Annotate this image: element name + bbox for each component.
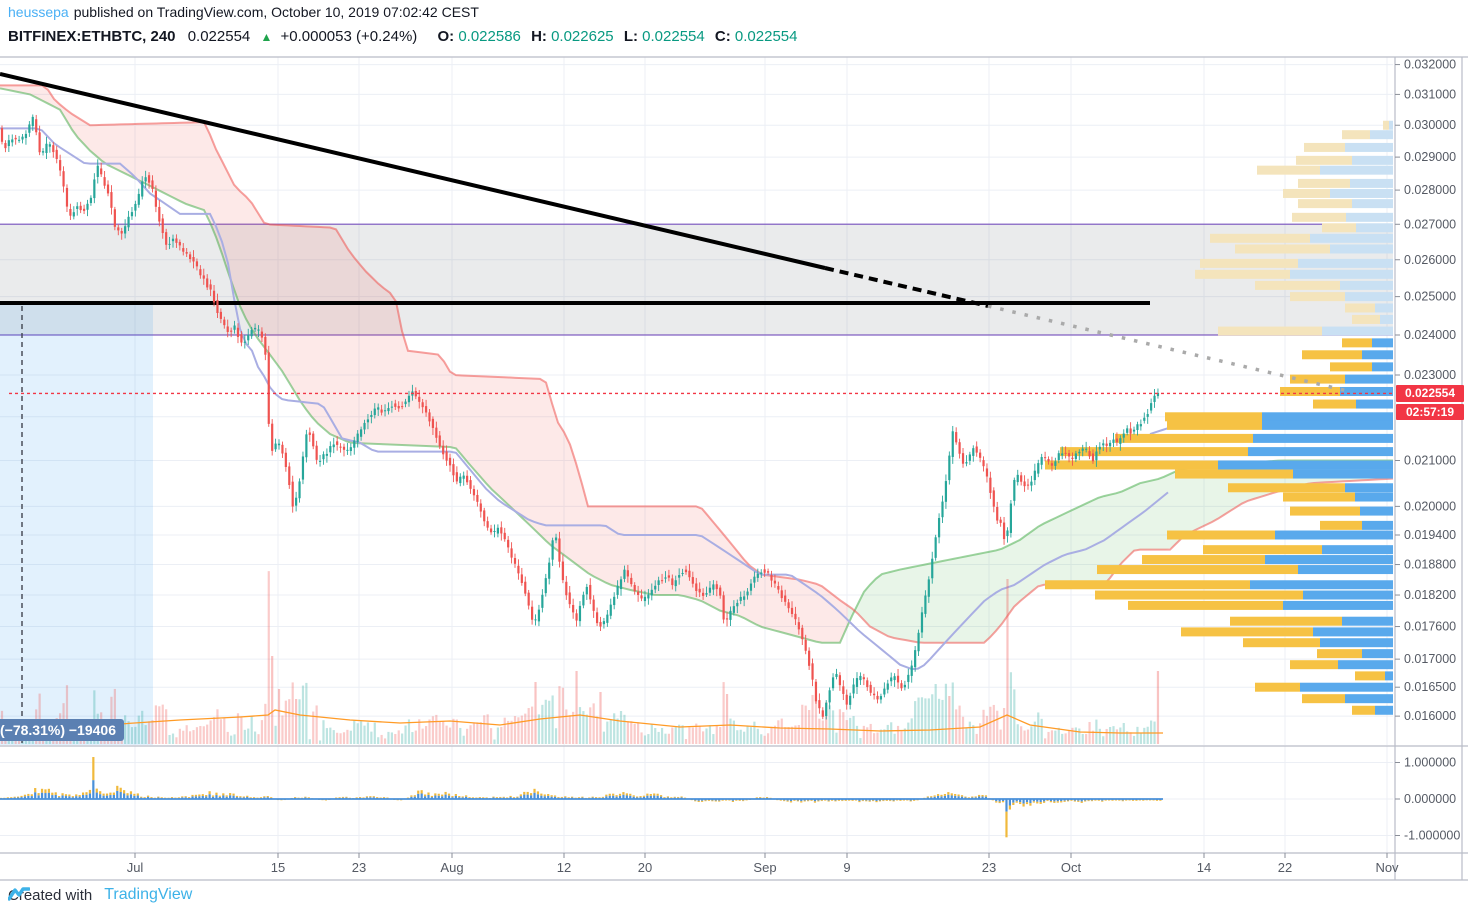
publish-line: heussepa published on TradingView.com, Oc… xyxy=(8,4,479,20)
descending-trendline-dashed xyxy=(824,266,989,308)
svg-text:0.023000: 0.023000 xyxy=(1404,368,1456,382)
kijun-line xyxy=(0,127,1169,671)
svg-text:0.029000: 0.029000 xyxy=(1404,150,1456,164)
highlight-region-blue xyxy=(0,305,153,745)
svg-text:1.000000: 1.000000 xyxy=(1404,756,1456,770)
svg-text:0.018200: 0.018200 xyxy=(1404,588,1456,602)
svg-text:14: 14 xyxy=(1197,860,1211,875)
svg-text:0.021000: 0.021000 xyxy=(1404,454,1456,468)
open-value: 0.022586 xyxy=(458,28,521,45)
volume-bars-layer xyxy=(0,571,1160,744)
close-value: 0.022554 xyxy=(734,28,798,45)
created-with-text: Created with xyxy=(8,886,93,904)
svg-text:Oct: Oct xyxy=(1061,860,1082,875)
price-change: +0.000053 (+0.24%) xyxy=(280,28,418,45)
ichimoku-cloud-bullish xyxy=(848,460,1393,643)
svg-text:0.026000: 0.026000 xyxy=(1404,253,1456,267)
svg-text:0.017600: 0.017600 xyxy=(1404,620,1456,634)
svg-text:0.020000: 0.020000 xyxy=(1404,499,1456,513)
close-label: C: xyxy=(714,28,731,45)
publish-text: published on TradingView.com, October 10… xyxy=(73,4,479,20)
svg-text:0.016500: 0.016500 xyxy=(1404,680,1456,694)
footer-attribution: Created with TradingView xyxy=(8,886,192,904)
svg-text:20: 20 xyxy=(638,860,652,875)
up-triangle-icon: ▲ xyxy=(260,30,273,44)
svg-text:12: 12 xyxy=(557,860,571,875)
svg-text:0.028000: 0.028000 xyxy=(1404,183,1456,197)
svg-text:0.030000: 0.030000 xyxy=(1404,118,1456,132)
svg-text:0.000000: 0.000000 xyxy=(1404,792,1456,806)
svg-text:0.019400: 0.019400 xyxy=(1404,528,1456,542)
volume-ma-line xyxy=(0,709,1163,734)
symbol-ohlc-row: BITFINEX:ETHBTC, 240 0.022554 ▲ +0.00005… xyxy=(8,28,797,45)
svg-text:0.032000: 0.032000 xyxy=(1404,58,1456,72)
svg-text:0.018800: 0.018800 xyxy=(1404,558,1456,572)
tradingview-brand-text[interactable]: TradingView xyxy=(104,886,193,903)
measure-label-badge: (−78.31%) −19406 xyxy=(0,719,124,741)
svg-text:0.025000: 0.025000 xyxy=(1404,290,1456,304)
volume-profile-layer xyxy=(1045,120,1393,715)
current-price-badge: 0.022554 xyxy=(1396,385,1464,402)
symbol-title[interactable]: BITFINEX:ETHBTC, 240 xyxy=(8,28,176,45)
svg-text:9: 9 xyxy=(843,860,850,875)
oscillator-histogram-layer xyxy=(0,757,1162,838)
svg-text:0.016000: 0.016000 xyxy=(1404,709,1456,723)
low-label: L: xyxy=(623,28,638,45)
svg-text:0.031000: 0.031000 xyxy=(1404,87,1456,101)
svg-text:23: 23 xyxy=(352,860,366,875)
svg-text:0.017000: 0.017000 xyxy=(1404,652,1456,666)
open-label: O: xyxy=(437,28,455,45)
resistance-zone-band xyxy=(0,224,1393,335)
svg-text:Aug: Aug xyxy=(440,860,463,875)
svg-text:0.024000: 0.024000 xyxy=(1404,328,1456,342)
price-axis-labels: 0.032000 0.031000 0.030000 0.029000 0.028000… xyxy=(1395,58,1460,843)
svg-text:-1.000000: -1.000000 xyxy=(1404,829,1460,843)
svg-text:22: 22 xyxy=(1278,860,1292,875)
svg-text:Jul: Jul xyxy=(127,860,144,875)
username-link[interactable]: heussepa xyxy=(8,4,69,20)
bar-countdown-badge: 02:57:19 xyxy=(1396,404,1464,420)
high-value: 0.022625 xyxy=(551,28,614,45)
svg-text:23: 23 xyxy=(982,860,996,875)
senkou-span-a-line xyxy=(0,87,1393,644)
svg-text:Sep: Sep xyxy=(753,860,776,875)
svg-text:Nov: Nov xyxy=(1375,860,1399,875)
senkou-span-b-line xyxy=(0,84,1394,644)
descending-trendline-solid xyxy=(0,72,826,270)
svg-text:15: 15 xyxy=(271,860,285,875)
low-value: 0.022554 xyxy=(642,28,705,45)
high-label: H: xyxy=(531,28,547,45)
last-price: 0.022554 xyxy=(187,28,251,45)
time-axis-labels: Jul 15 23 Aug 12 20 Sep 9 23 Oct 14 22 Nov xyxy=(127,853,1399,875)
svg-text:0.027000: 0.027000 xyxy=(1404,217,1456,231)
candles-layer xyxy=(0,114,1160,720)
price-axis-panel xyxy=(1396,57,1468,880)
